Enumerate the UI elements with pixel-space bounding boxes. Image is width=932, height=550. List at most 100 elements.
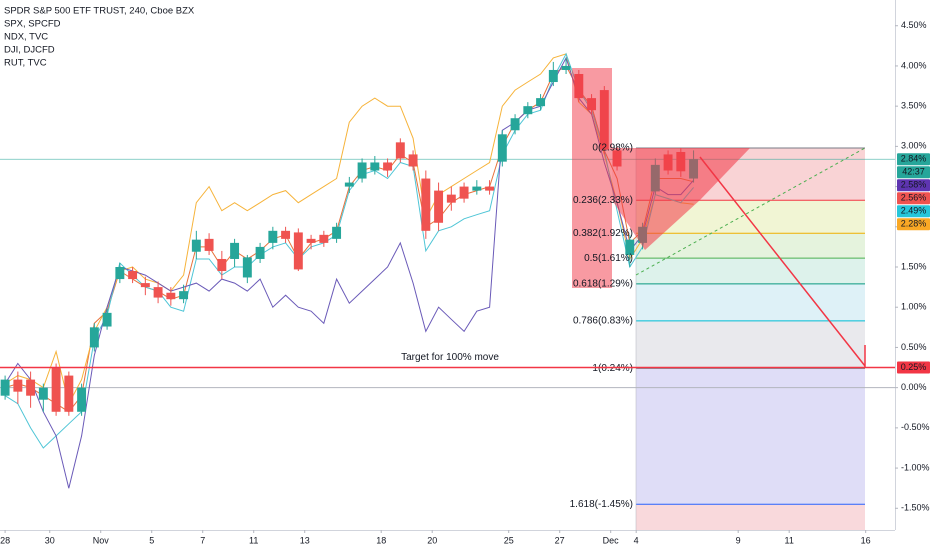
candle-body (472, 186, 482, 191)
candle-body (217, 258, 227, 272)
fib-band (636, 504, 865, 530)
fib-band (636, 233, 865, 259)
background (0, 147, 895, 530)
candle-body (332, 226, 342, 239)
y-tick-label: -0.50% (901, 422, 930, 432)
candle-body (561, 65, 571, 70)
legend-entry: SPX, SPCFD (4, 19, 61, 30)
candle-body (89, 327, 99, 348)
candle-body (255, 246, 265, 259)
legend-entry: RUT, TVC (4, 58, 47, 69)
fib-label: 1(0.24%) (592, 363, 633, 374)
candle-body (281, 230, 291, 239)
price-badge-bg (897, 205, 930, 218)
candle-body (64, 375, 74, 412)
x-tick-label: 25 (504, 535, 514, 545)
triangle-drawing (612, 148, 750, 250)
candle-body (383, 162, 393, 171)
trend-line (635, 147, 866, 276)
price-badge: 2.49% (901, 206, 927, 216)
y-tick-label: -1.50% (901, 503, 930, 513)
fib-band (636, 258, 865, 284)
candle-body (446, 194, 456, 203)
fib-band (636, 283, 865, 321)
x-tick-label: Nov (93, 535, 110, 545)
fib-label: 0.5(1.61%) (584, 253, 633, 264)
y-tick-label: 1.50% (901, 261, 927, 271)
target-text: Target for 100% move (401, 352, 499, 363)
y-tick-label: 4.50% (901, 20, 927, 30)
candle-body (459, 186, 469, 199)
candle-body (357, 162, 367, 179)
x-tick-label: 30 (45, 535, 55, 545)
overlay: 0(2.98%) 0.236(2.33%) 0.382(1.92%) 0.5(1.61… (0, 143, 895, 510)
price-badge-bg (897, 218, 930, 231)
x-tick-label: 9 (736, 535, 741, 545)
fib-label: 1.618(-1.45%) (570, 499, 633, 510)
arrow-line (699, 156, 866, 367)
fib-label: 0.382(1.92%) (573, 228, 633, 239)
axes: 4.50%4.00%3.50%3.00%2.50%2.00%1.50%1.00%… (0, 20, 930, 545)
candle-body (51, 367, 61, 412)
candle-body (497, 134, 507, 162)
candle-body (0, 379, 10, 396)
price-badge-bg (897, 153, 930, 166)
fib-label: 0.236(2.33%) (573, 195, 633, 206)
legend-entry: NDX, TVC (4, 32, 48, 43)
rectangle-drawing (572, 68, 612, 288)
candle-body (293, 232, 303, 270)
y-tick-label: 4.00% (901, 60, 927, 70)
candle-body (140, 283, 150, 288)
candle-body (115, 267, 125, 280)
x-tick-label: 4 (634, 535, 639, 545)
target-badge: 0.25% (901, 362, 927, 372)
candle-body (344, 182, 354, 187)
x-tick-label: 20 (427, 535, 437, 545)
candle-body (153, 287, 163, 298)
y-tick-label: 1.00% (901, 302, 927, 312)
x-tick-label: 11 (249, 535, 258, 545)
candle-body (13, 379, 23, 392)
candle-body (179, 291, 189, 300)
legend-entry: DJI, DJCFD (4, 45, 55, 56)
fib-label: 0.786(0.83%) (573, 316, 633, 327)
x-tick-label: 18 (376, 535, 386, 545)
candle-body (230, 242, 240, 259)
price-badge-bg (897, 179, 930, 192)
candle-body (191, 239, 201, 252)
legend: SPDR S&P 500 ETF TRUST, 240, Cboe BZX SP… (4, 6, 195, 69)
candle-body (395, 142, 405, 159)
candle-body (306, 238, 316, 243)
candle-body (166, 292, 176, 300)
y-tick-label: 0.00% (901, 382, 927, 392)
x-tick-label: 16 (861, 535, 871, 545)
x-tick-label: 7 (200, 535, 205, 545)
countdown-badge-bg (897, 166, 930, 179)
x-tick-label: Dec (603, 535, 620, 545)
candle-body (268, 230, 278, 243)
fib-band (636, 320, 865, 369)
price-badge: 2.56% (901, 193, 927, 203)
candle-body (26, 379, 36, 396)
price-badge: 2.58% (901, 180, 927, 190)
x-tick-label: 13 (300, 535, 310, 545)
candle-body (102, 312, 112, 327)
price-badge: 2.84% (901, 154, 927, 164)
target-badge-bg (897, 361, 930, 374)
x-tick-label: 5 (149, 535, 154, 545)
candle-body (128, 271, 138, 280)
candle-body (242, 257, 252, 278)
x-tick-label: 11 (785, 535, 794, 545)
candle-body (510, 118, 520, 131)
candle-body (421, 178, 431, 231)
candle-body (204, 238, 214, 251)
candle-body (408, 154, 418, 167)
price-badge-bg (897, 192, 930, 205)
legend-title: SPDR S&P 500 ETF TRUST, 240, Cboe BZX (4, 6, 195, 17)
candle-body (77, 387, 87, 412)
candle-body (38, 387, 48, 400)
fib-label: 0.618(1.29%) (573, 279, 633, 290)
candle-body (625, 239, 635, 255)
